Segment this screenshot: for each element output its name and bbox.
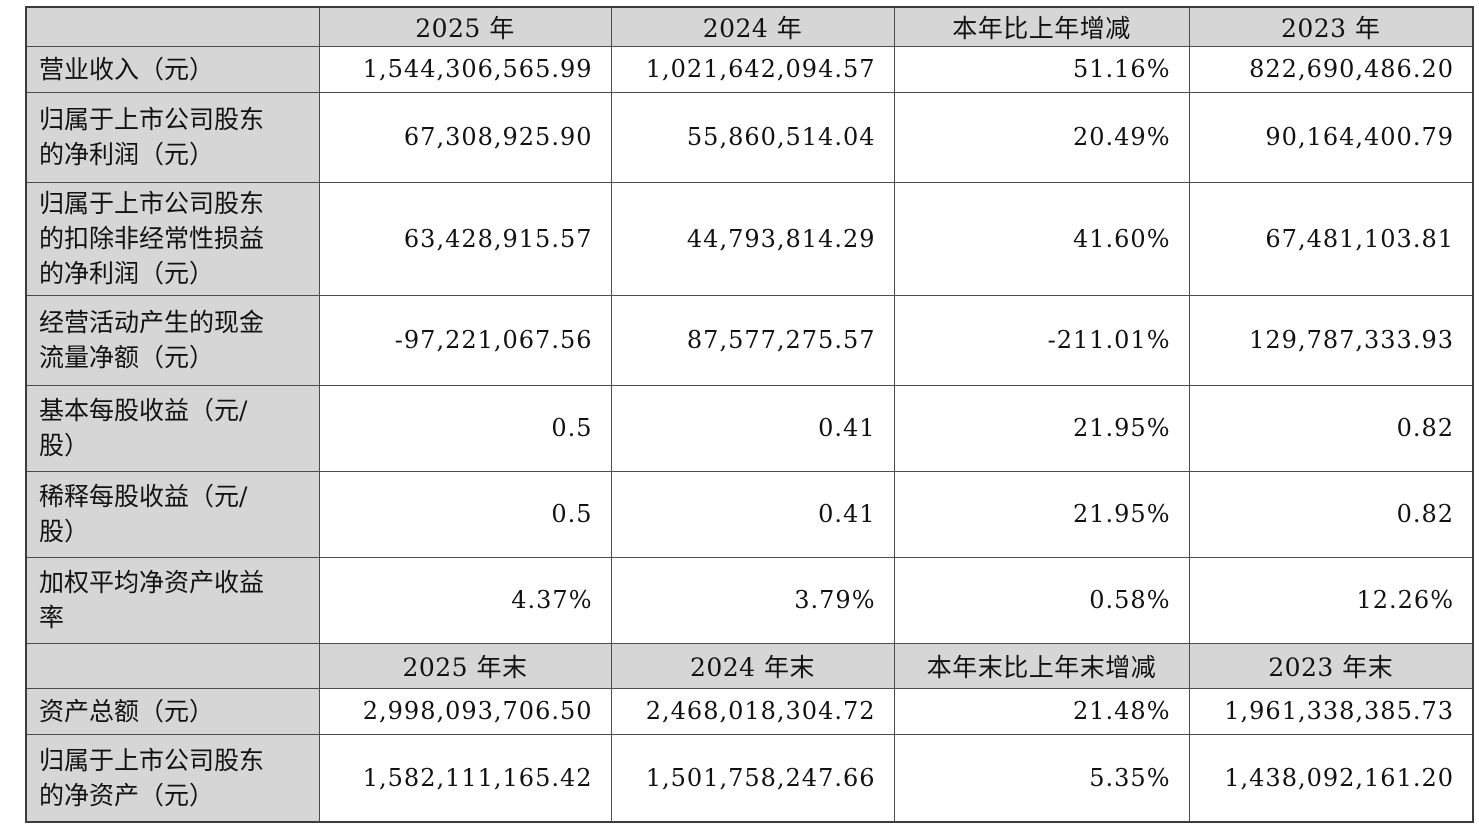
table-row-weighted-avg-roe: 加权平均净资产收益 率 4.37% 3.79% 0.58% 12.26% [25, 556, 1474, 644]
row-label-cell: 归属于上市公司股东 的净资产（元） [25, 733, 320, 823]
col-header-2024: 2024 年 [610, 6, 895, 47]
col-header-2023-end: 2023 年末 [1188, 642, 1474, 689]
value-yoy-change: 41.60% [893, 181, 1190, 296]
value-yoy-end-change: 5.35% [893, 733, 1190, 823]
period-end-header-row: 2025 年末 2024 年末 本年末比上年末增减 2023 年末 [25, 642, 1474, 689]
col-header-2025-end: 2025 年末 [318, 642, 612, 689]
value-2025: 0.5 [318, 384, 612, 472]
value-2024-end: 2,468,018,304.72 [610, 687, 895, 735]
value-2023: 90,164,400.79 [1188, 91, 1474, 183]
row-label-cell: 稀释每股收益（元/ 股） [25, 470, 320, 558]
table-row-diluted-eps: 稀释每股收益（元/ 股） 0.5 0.41 21.95% 0.82 [25, 470, 1474, 558]
col-header-2025: 2025 年 [318, 6, 612, 47]
value-2024: 44,793,814.29 [610, 181, 895, 296]
table-row-operating-cash-flow: 经营活动产生的现金 流量净额（元） -97,221,067.56 87,577,… [25, 294, 1474, 386]
table-row-net-assets: 归属于上市公司股东 的净资产（元） 1,582,111,165.42 1,501… [25, 733, 1474, 823]
value-2024: 3.79% [610, 556, 895, 644]
value-2025: 67,308,925.90 [318, 91, 612, 183]
value-yoy-change: 0.58% [893, 556, 1190, 644]
col-header-2024-end: 2024 年末 [610, 642, 895, 689]
corner-cell [25, 6, 320, 47]
row-label-cell: 加权平均净资产收益 率 [25, 556, 320, 644]
col-header-yoy-end-change: 本年末比上年末增减 [893, 642, 1190, 689]
value-2023: 822,690,486.20 [1188, 45, 1474, 93]
value-2023-end: 1,961,338,385.73 [1188, 687, 1474, 735]
value-yoy-change: 20.49% [893, 91, 1190, 183]
table-row-operating-revenue: 营业收入（元） 1,544,306,565.99 1,021,642,094.5… [25, 45, 1474, 93]
value-2024: 1,021,642,094.57 [610, 45, 895, 93]
value-2023: 0.82 [1188, 384, 1474, 472]
value-2024: 0.41 [610, 470, 895, 558]
table-row-net-profit: 归属于上市公司股东 的净利润（元） 67,308,925.90 55,860,5… [25, 91, 1474, 183]
table-row-total-assets: 资产总额（元） 2,998,093,706.50 2,468,018,304.7… [25, 687, 1474, 735]
value-2025-end: 2,998,093,706.50 [318, 687, 612, 735]
value-yoy-change: -211.01% [893, 294, 1190, 386]
value-yoy-end-change: 21.48% [893, 687, 1190, 735]
value-2024: 0.41 [610, 384, 895, 472]
value-2023: 12.26% [1188, 556, 1474, 644]
value-2024: 55,860,514.04 [610, 91, 895, 183]
financial-summary-table: 2025 年 2024 年 本年比上年增减 2023 年 营业收入（元） 1,5… [25, 6, 1474, 823]
col-header-yoy-change: 本年比上年增减 [893, 6, 1190, 47]
period-header-row: 2025 年 2024 年 本年比上年增减 2023 年 [25, 6, 1474, 47]
row-label-cell: 资产总额（元） [25, 687, 320, 735]
value-2025: -97,221,067.56 [318, 294, 612, 386]
value-yoy-change: 21.95% [893, 384, 1190, 472]
value-2023-end: 1,438,092,161.20 [1188, 733, 1474, 823]
value-2025: 4.37% [318, 556, 612, 644]
table-row-basic-eps: 基本每股收益（元/ 股） 0.5 0.41 21.95% 0.82 [25, 384, 1474, 472]
value-2023: 67,481,103.81 [1188, 181, 1474, 296]
value-2023: 0.82 [1188, 470, 1474, 558]
value-2024-end: 1,501,758,247.66 [610, 733, 895, 823]
row-label-cell: 归属于上市公司股东 的扣除非经常性损益 的净利润（元） [25, 181, 320, 296]
value-2025: 0.5 [318, 470, 612, 558]
corner-cell [25, 642, 320, 689]
row-label-cell: 经营活动产生的现金 流量净额（元） [25, 294, 320, 386]
value-2025-end: 1,582,111,165.42 [318, 733, 612, 823]
value-2025: 1,544,306,565.99 [318, 45, 612, 93]
col-header-2023: 2023 年 [1188, 6, 1474, 47]
row-label-cell: 基本每股收益（元/ 股） [25, 384, 320, 472]
value-2025: 63,428,915.57 [318, 181, 612, 296]
value-yoy-change: 51.16% [893, 45, 1190, 93]
row-label-cell: 营业收入（元） [25, 45, 320, 93]
row-label-cell: 归属于上市公司股东 的净利润（元） [25, 91, 320, 183]
value-2023: 129,787,333.93 [1188, 294, 1474, 386]
value-yoy-change: 21.95% [893, 470, 1190, 558]
table-row-net-profit-excl-nonrecurring: 归属于上市公司股东 的扣除非经常性损益 的净利润（元） 63,428,915.5… [25, 181, 1474, 296]
value-2024: 87,577,275.57 [610, 294, 895, 386]
